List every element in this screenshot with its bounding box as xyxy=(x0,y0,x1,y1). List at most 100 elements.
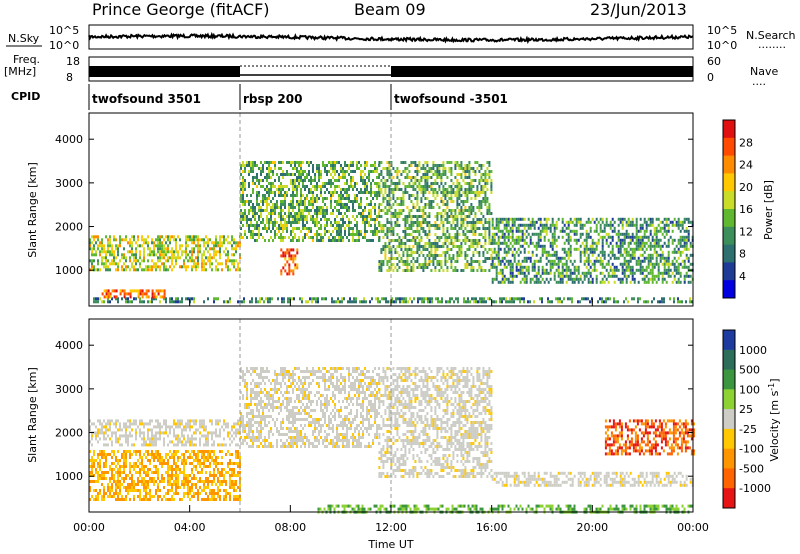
data-cell xyxy=(103,474,105,477)
data-cell xyxy=(579,277,582,281)
data-cell xyxy=(639,297,641,301)
data-cell xyxy=(157,289,160,293)
data-cell xyxy=(185,265,187,269)
data-cell xyxy=(474,179,477,182)
data-cell xyxy=(388,176,391,179)
data-cell xyxy=(119,492,121,495)
data-cell xyxy=(268,203,270,206)
data-cell xyxy=(266,209,268,212)
data-cell xyxy=(416,251,419,254)
data-cell xyxy=(131,483,133,486)
data-cell xyxy=(525,274,528,278)
data-cell xyxy=(665,229,668,233)
data-cell xyxy=(109,268,111,272)
data-cell xyxy=(378,164,381,167)
data-cell xyxy=(99,419,101,423)
data-cell xyxy=(434,224,437,227)
data-cell xyxy=(314,188,316,191)
data-cell xyxy=(603,253,606,257)
data-cell xyxy=(424,161,427,164)
data-cell xyxy=(625,229,628,233)
data-cell xyxy=(93,480,95,483)
data-cell xyxy=(474,191,477,194)
data-cell xyxy=(217,297,219,301)
data-cell xyxy=(115,456,117,459)
data-cell xyxy=(571,280,574,284)
data-cell xyxy=(103,295,106,299)
data-cell xyxy=(607,232,610,236)
data-cell xyxy=(91,471,93,474)
data-cell xyxy=(163,262,165,266)
data-cell xyxy=(484,191,487,194)
data-cell xyxy=(406,227,409,230)
data-cell xyxy=(434,191,437,194)
data-cell xyxy=(262,167,264,170)
data-cell xyxy=(225,425,227,429)
data-cell xyxy=(97,247,99,251)
data-cell xyxy=(515,297,517,301)
data-cell xyxy=(490,266,493,269)
data-cell xyxy=(143,253,145,257)
data-cell xyxy=(476,227,479,230)
data-cell xyxy=(203,419,205,423)
data-cell xyxy=(250,233,252,236)
data-cell xyxy=(354,209,356,212)
data-cell xyxy=(201,419,203,423)
data-cell xyxy=(199,247,201,251)
data-cell xyxy=(456,161,459,164)
data-cell xyxy=(350,176,352,179)
data-cell xyxy=(557,297,559,301)
data-cell xyxy=(344,182,346,185)
data-cell xyxy=(440,260,443,263)
data-cell xyxy=(392,257,395,260)
data-cell xyxy=(531,277,534,281)
power-ylabel: Slant Range [km] xyxy=(26,162,39,258)
data-cell xyxy=(233,425,235,429)
data-cell xyxy=(317,297,319,301)
data-cell xyxy=(292,191,294,194)
data-cell xyxy=(625,265,628,269)
data-cell xyxy=(195,422,197,426)
data-cell xyxy=(185,422,187,426)
data-cell xyxy=(135,259,137,263)
data-cell xyxy=(583,277,586,281)
noise-right-top-tick: 10^5 xyxy=(707,24,737,37)
data-cell xyxy=(105,456,107,459)
data-cell xyxy=(452,227,455,230)
data-cell xyxy=(227,434,229,438)
data-cell xyxy=(205,437,207,441)
data-cell xyxy=(637,262,640,266)
data-cell xyxy=(338,179,340,182)
data-cell xyxy=(573,259,576,263)
data-cell xyxy=(252,209,254,212)
data-cell xyxy=(386,185,389,188)
data-cell xyxy=(211,268,213,272)
data-cell xyxy=(334,206,336,209)
data-cell xyxy=(460,194,463,197)
data-cell xyxy=(335,300,337,304)
data-cell xyxy=(519,297,521,301)
data-cell xyxy=(585,244,588,248)
data-cell xyxy=(356,182,358,185)
data-cell xyxy=(111,489,113,492)
data-cell xyxy=(294,179,296,182)
data-cell xyxy=(399,297,401,301)
data-cell xyxy=(215,235,217,239)
data-cell xyxy=(354,194,356,197)
data-cell xyxy=(115,498,117,501)
data-cell xyxy=(472,185,475,188)
data-cell xyxy=(316,206,318,209)
data-cell xyxy=(553,259,556,263)
data-cell xyxy=(153,241,155,245)
data-cell xyxy=(683,265,686,269)
data-cell xyxy=(663,223,666,227)
data-cell xyxy=(254,233,256,236)
data-cell xyxy=(539,229,542,233)
data-cell xyxy=(366,188,368,191)
data-cell xyxy=(581,250,584,254)
data-cell xyxy=(342,194,344,197)
data-cell xyxy=(671,238,674,242)
data-cell xyxy=(507,217,510,221)
data-cell xyxy=(410,224,413,227)
data-cell xyxy=(348,188,350,191)
